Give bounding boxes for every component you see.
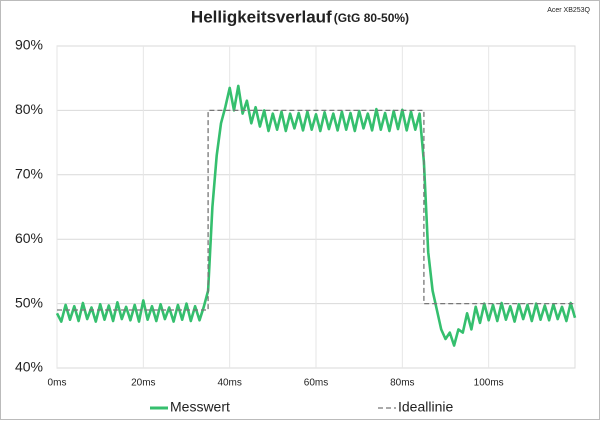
chart-title: Helligkeitsverlauf — [191, 7, 332, 26]
legend-label: Ideallinie — [398, 399, 453, 415]
y-tick-label: 70% — [15, 166, 43, 182]
data-line — [57, 109, 575, 311]
x-tick-label: 0ms — [48, 378, 67, 389]
y-tick-label: 90% — [15, 37, 43, 53]
data-line — [55, 84, 577, 347]
y-tick-label: 60% — [15, 230, 43, 246]
annotation: Acer XB253Q — [547, 7, 590, 14]
x-tick-label: 100ms — [474, 378, 504, 389]
y-tick-label: 40% — [15, 359, 43, 375]
y-tick-label: 50% — [15, 294, 43, 310]
x-tick-label: 20ms — [131, 378, 155, 389]
x-tick-label: 40ms — [217, 378, 241, 389]
chart-subtitle: (GtG 80-50%) — [334, 11, 409, 25]
x-tick-label: 60ms — [304, 378, 328, 389]
legend-label: Messwert — [170, 399, 230, 415]
y-tick-label: 80% — [15, 101, 43, 117]
x-tick-label: 80ms — [390, 378, 414, 389]
